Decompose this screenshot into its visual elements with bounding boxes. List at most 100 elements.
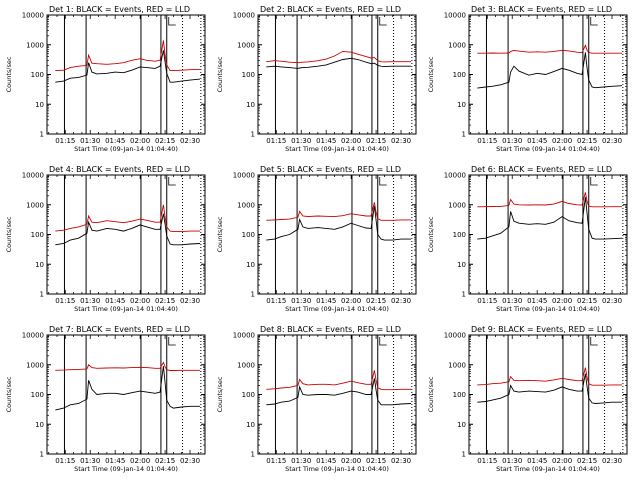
y-axis-label: Counts/sec: [216, 216, 224, 252]
y-tick-label: 100: [453, 231, 466, 239]
plot-frame: [46, 14, 206, 135]
series-line-events: [55, 50, 201, 83]
x-axis-label: Start Time (09-Jan-14 01:04:40): [496, 465, 600, 473]
marker-bracket: [168, 17, 176, 26]
x-tick-label: 01:30: [502, 457, 522, 465]
y-tick-label: 1000: [448, 361, 466, 369]
y-axis-label: Counts/sec: [427, 376, 435, 412]
x-tick-label: 01:45: [316, 137, 336, 145]
series-line-events: [477, 52, 623, 89]
x-tick-label: 02:15: [366, 457, 386, 465]
panel-det-1: Det 1: BLACK = Events, RED = LLD Counts/s…: [5, 5, 206, 153]
x-tick-label: 01:15: [55, 137, 75, 145]
plot-frame: [257, 174, 417, 295]
marker-bracket: [590, 337, 598, 346]
marker-bracket: [168, 337, 176, 346]
y-tick-label: 10000: [233, 12, 255, 20]
y-tick-label: 1000: [26, 41, 44, 49]
panel-det-8: Det 8: BLACK = Events, RED = LLD Counts/s…: [216, 325, 417, 473]
series-line-lld: [266, 370, 411, 391]
x-tick-label: 02:00: [341, 137, 361, 145]
y-tick-label: 1: [462, 291, 466, 299]
series-line-lld: [266, 202, 411, 221]
x-tick-label: 02:00: [130, 137, 150, 145]
y-tick-label: 1: [251, 131, 255, 139]
x-tick-label: 01:30: [502, 137, 522, 145]
panel-det-4: Det 4: BLACK = Events, RED = LLD Counts/s…: [5, 165, 206, 313]
y-tick-label: 1: [40, 291, 44, 299]
y-axis-label: Counts/sec: [5, 216, 13, 252]
x-tick-label: 01:45: [527, 137, 547, 145]
y-tick-label: 100: [453, 71, 466, 79]
x-tick-label: 01:30: [291, 297, 311, 305]
plot-frame: [468, 334, 628, 455]
y-tick-label: 1000: [448, 201, 466, 209]
panel-det-9: Det 9: BLACK = Events, RED = LLD Counts/s…: [427, 325, 628, 473]
y-tick-label: 1000: [26, 361, 44, 369]
y-tick-label: 1: [462, 451, 466, 459]
marker-bracket: [168, 177, 176, 186]
plot-frame: [46, 334, 206, 455]
y-axis-label: Counts/sec: [216, 56, 224, 92]
x-tick-label: 01:45: [527, 297, 547, 305]
x-tick-label: 02:00: [341, 297, 361, 305]
y-tick-label: 1000: [237, 41, 255, 49]
y-tick-label: 10: [246, 261, 255, 269]
plot-frame: [468, 14, 628, 135]
x-tick-label: 02:15: [155, 137, 175, 145]
x-tick-label: 02:30: [180, 297, 200, 305]
x-axis-label: Start Time (09-Jan-14 01:04:40): [285, 145, 389, 153]
y-tick-label: 10: [246, 421, 255, 429]
x-tick-label: 01:45: [105, 137, 125, 145]
y-tick-label: 1000: [448, 41, 466, 49]
x-axis-label: Start Time (09-Jan-14 01:04:40): [285, 305, 389, 313]
panel-title: Det 7: BLACK = Events, RED = LLD: [49, 325, 190, 334]
panel-title: Det 9: BLACK = Events, RED = LLD: [471, 325, 612, 334]
x-tick-label: 02:30: [391, 457, 411, 465]
y-axis-label: Counts/sec: [427, 216, 435, 252]
x-tick-label: 01:45: [105, 297, 125, 305]
series-line-lld: [55, 204, 200, 233]
y-tick-label: 1: [462, 131, 466, 139]
x-tick-label: 02:00: [130, 457, 150, 465]
x-axis-label: Start Time (09-Jan-14 01:04:40): [496, 305, 600, 313]
x-tick-label: 02:15: [155, 457, 175, 465]
panel-title: Det 4: BLACK = Events, RED = LLD: [49, 165, 190, 174]
y-tick-label: 10: [457, 421, 466, 429]
x-tick-label: 02:15: [577, 297, 597, 305]
x-tick-label: 01:30: [291, 457, 311, 465]
y-tick-label: 1: [40, 131, 44, 139]
x-tick-label: 01:30: [291, 137, 311, 145]
y-tick-label: 1: [251, 291, 255, 299]
y-axis-label: Counts/sec: [216, 376, 224, 412]
series-line-lld: [477, 367, 622, 386]
series-line-lld: [477, 192, 622, 208]
x-tick-label: 01:15: [266, 297, 286, 305]
x-tick-label: 01:45: [316, 297, 336, 305]
x-tick-label: 02:30: [391, 297, 411, 305]
x-tick-label: 01:30: [80, 137, 100, 145]
series-line-lld: [55, 40, 201, 72]
series-line-events: [55, 213, 201, 246]
plot-frame: [46, 174, 206, 295]
series-line-events: [477, 197, 623, 240]
series-line-events: [266, 57, 411, 69]
x-tick-label: 01:45: [105, 457, 125, 465]
x-tick-label: 02:15: [366, 137, 386, 145]
y-tick-label: 10000: [22, 12, 44, 20]
x-tick-label: 02:15: [366, 297, 386, 305]
panel-title: Det 5: BLACK = Events, RED = LLD: [260, 165, 401, 174]
series-line-events: [266, 206, 411, 241]
panel-title: Det 3: BLACK = Events, RED = LLD: [471, 5, 612, 14]
x-tick-label: 02:30: [180, 137, 200, 145]
series-line-lld: [55, 361, 200, 371]
y-tick-label: 100: [31, 391, 44, 399]
y-tick-label: 10: [457, 101, 466, 109]
y-tick-label: 10000: [233, 332, 255, 340]
y-tick-label: 1000: [26, 201, 44, 209]
series-line-events: [55, 366, 200, 411]
panel-det-3: Det 3: BLACK = Events, RED = LLD Counts/s…: [427, 5, 628, 153]
y-tick-label: 10: [35, 421, 44, 429]
